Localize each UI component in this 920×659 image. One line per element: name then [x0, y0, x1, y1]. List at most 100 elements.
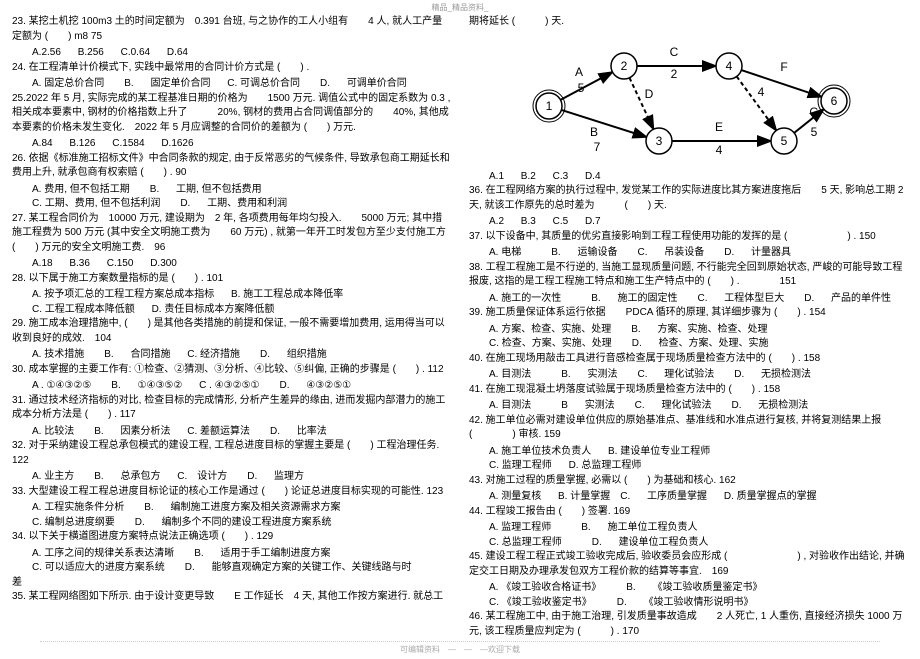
svg-text:2: 2: [670, 67, 677, 81]
opt: 《竣工验收质量鉴定书》: [652, 582, 762, 593]
opt: A. 《竣工验收合格证书》 B.: [489, 582, 636, 593]
opt: C. 《竣工验收鉴定书》 D.: [489, 597, 627, 608]
opt: 吊装设备 D.: [664, 247, 734, 258]
opt: 总承包方: [120, 471, 160, 482]
opt: C.3: [553, 171, 569, 182]
opt: D.7: [585, 216, 601, 227]
opt: ④③②⑤①: [306, 380, 351, 391]
opt: 无损检测法: [758, 400, 808, 411]
q30-opts: A . ①④③②⑤ B. ①④③⑤② C . ④③②⑤① D. ④③②⑤①: [12, 379, 451, 394]
svg-text:A: A: [574, 65, 582, 79]
q34: 34. 以下关于横道图进度方案特点说法正确选项 ( ) . 129: [12, 530, 451, 545]
svg-text:C: C: [669, 45, 678, 59]
q26-opts: A. 费用, 但不包括工期 B. 工期, 但不包括费用 C. 工期、费用, 但不…: [12, 183, 451, 212]
q33: 33. 大型建设工程工程总进度目标论证的核心工作是通过 ( ) 论证总进度目标实…: [12, 485, 451, 500]
opt: 监理方: [274, 471, 304, 482]
svg-text:4: 4: [757, 85, 764, 99]
opt: A. 工程实施条件分析 B.: [32, 502, 154, 513]
opt: A.2: [489, 216, 504, 227]
page-header: 精品_精品资料_: [0, 0, 920, 15]
opt: D.1626: [161, 138, 193, 149]
opt: D.300: [150, 258, 177, 269]
q34-opts: A. 工序之间的规律关系表达清晰 B. 适用于手工编制进度方案 C. 可以适应大…: [12, 547, 451, 576]
opt: C. 设计方 D.: [177, 471, 257, 482]
svg-text:B: B: [589, 125, 597, 139]
opt: 工期, 但不包括费用: [176, 184, 262, 195]
q32-opts: A. 业主方 B. 总承包方 C. 设计方 D. 监理方: [12, 470, 451, 485]
opt: A. 测量复核: [489, 491, 541, 502]
opt: 理化试验法 D.: [661, 400, 741, 411]
q25-opts: A.84 B.126 C.1584 D.1626: [12, 137, 451, 152]
opt: A. 方案、检查、实施、处理 B.: [489, 324, 641, 335]
opt: C. 工期、费用, 但不包括利润 D.: [32, 198, 190, 209]
opt: B.126: [69, 138, 95, 149]
q39-opts: A. 方案、检查、实施、处理 B. 方案、实施、检查、处理 C. 检查、方案、实…: [469, 323, 908, 352]
opt: 工程体型巨大 D.: [724, 293, 814, 304]
opt: A. 目测法 B.: [489, 369, 571, 380]
opt: 适用于手工编制进度方案: [220, 548, 330, 559]
svg-text:5: 5: [577, 81, 584, 95]
q35-cont: 期将延长 ( ) 天.: [469, 15, 908, 30]
svg-text:3: 3: [655, 134, 662, 148]
opt: A. 业主方 B.: [32, 471, 104, 482]
opt: A. 施工单位技术负责人: [489, 446, 591, 457]
q38: 38. 工程工程施工是不行逆的, 当施工显现质量问题, 不行能完全回到原始状态,…: [469, 261, 908, 290]
q38-opts: A. 施工的一次性 B. 施工的固定性 C. 工程体型巨大 D. 产品的单件性: [469, 292, 908, 307]
opt: A. 监理工程师 B.: [489, 522, 591, 533]
svg-text:6: 6: [830, 94, 837, 108]
opt: D.64: [167, 47, 188, 58]
svg-text:7: 7: [593, 140, 600, 154]
q45: 45. 建设工程工程正式竣工验收完成后, 验收委员会应形成 ( ) , 对验收作…: [469, 550, 908, 579]
svg-text:2: 2: [620, 59, 627, 73]
opt: 能够直观确定方案的关键工作、关键线路与时: [212, 562, 412, 573]
opt: A. 按予项汇总的工程工程方案总成本指标: [32, 289, 214, 300]
opt: A. 比较法 B.: [32, 426, 104, 437]
q36-opts: A.2 B.3 C.5 D.7: [469, 215, 908, 230]
opt: 比率法: [297, 426, 327, 437]
opt: C. 可调总价合同 D.: [227, 78, 330, 89]
opt: B.2: [521, 171, 536, 182]
network-diagram: A5B7C2DE4FG54123456: [519, 36, 859, 166]
opt: C. 可以适应大的进度方案系统 D.: [32, 562, 195, 573]
q24-opts: A. 固定总价合同 B. 固定单价合同 C. 可调总价合同 D. 可调单价合同: [12, 77, 451, 92]
q44: 44. 工程竣工报告由 ( ) 签署. 169: [469, 505, 908, 520]
q35-opts: A.1 B.2 C.3 D.4: [469, 170, 908, 185]
opt: A. 固定总价合同 B.: [32, 78, 134, 89]
q24: 24. 在工程清单计价模式下, 实践中最常用的合同计价方式是 ( ) .: [12, 61, 451, 76]
opt: C. 监理工程师: [489, 460, 552, 471]
q40: 40. 在施工现场用敲击工具进行音感检查属于现场质量检查方法中的 ( ) . 1…: [469, 352, 908, 367]
q32: 32. 对于采纳建设工程总承包模式的建设工程, 工程总进度目标的掌握主要是 ( …: [12, 439, 451, 468]
svg-text:F: F: [780, 60, 787, 74]
q29: 29. 施工成本治理措施中, ( ) 是其他各类措施的前提和保证, 一般不需要增…: [12, 317, 451, 346]
opt: 组织措施: [287, 349, 327, 360]
opt: C. 工程工程成本降低额: [32, 304, 135, 315]
opt: 编制施工进度方案及相关资源需求方案: [170, 502, 340, 513]
right-column: 期将延长 ( ) 天. A5B7C2DE4FG54123456 A.1 B.2 …: [469, 15, 908, 641]
opt: 方案、实施、检查、处理: [657, 324, 767, 335]
opt: ①④③⑤②: [138, 380, 183, 391]
q45-opts: A. 《竣工验收合格证书》 B. 《竣工验收质量鉴定书》 C. 《竣工验收鉴定书…: [469, 581, 908, 610]
q37: 37. 以下设备中, 其质量的优劣直接影响到工程工程使用功能的发挥的是 ( ) …: [469, 230, 908, 245]
q35: 35. 某工程网络图如下所示. 由于设计变更导致 E 工作延长 4 天, 其他工…: [12, 590, 451, 605]
q36: 36. 在工程网络方案的执行过程中, 发觉某工作的实际进度比其方案进度拖后 5 …: [469, 184, 908, 213]
left-column: 23. 某挖土机挖 100m3 土的时间定额为 0.391 台班, 与之协作的工…: [12, 15, 451, 641]
q29-opts: A. 技术措施 B. 合同措施 C. 经济措施 D. 组织措施: [12, 348, 451, 363]
opt: 固定单价合同: [150, 78, 210, 89]
q40-opts: A. 目测法 B. 实测法 C. 理化试验法 D. 无损检测法: [469, 368, 908, 383]
q44-opts: A. 监理工程师 B. 施工单位工程负责人 C. 总监理工程师 D. 建设单位工…: [469, 521, 908, 550]
q43-opts: A. 测量复核 B. 计量掌握 C. 工序质量掌握 D. 质量掌握点的掌握: [469, 490, 908, 505]
opt: 无损检测法: [761, 369, 811, 380]
q23-opts: A.2.56 B.256 C.0.64 D.64: [12, 46, 451, 61]
opt: 合同措施: [130, 349, 170, 360]
opt: D. 总监理工程师: [569, 460, 642, 471]
opt: A. 费用, 但不包括工期 B.: [32, 184, 159, 195]
opt: 运输设备 C.: [577, 247, 647, 258]
opt: A.2.56: [32, 47, 61, 58]
opt: 编制多个不同的建设工程进度方案系统: [162, 517, 332, 528]
opt: A. 施工的一次性 B.: [489, 293, 601, 304]
q39: 39. 施工质量保证体系运行依据 PDCA 循环的原理, 其详细步骤为 ( ) …: [469, 306, 908, 321]
opt: C. 总监理工程师 D.: [489, 537, 602, 548]
svg-text:E: E: [714, 120, 722, 134]
opt: 建设单位工程负责人: [619, 537, 709, 548]
opt: 工序质量掌握: [647, 491, 707, 502]
